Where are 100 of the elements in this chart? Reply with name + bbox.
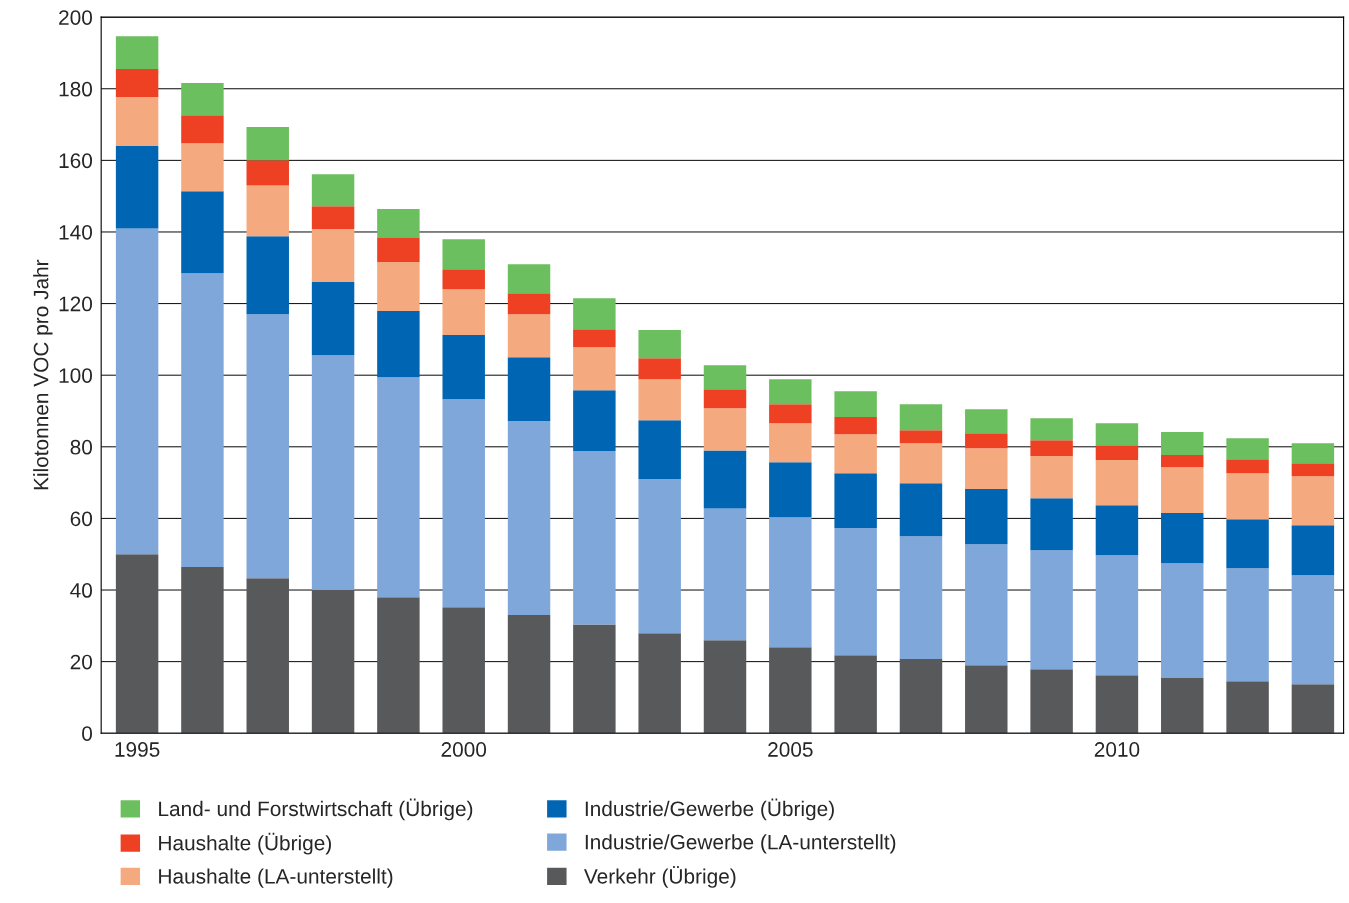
bar: [1095, 555, 1139, 676]
bar: [507, 264, 551, 294]
bar: [899, 404, 943, 431]
legend-label: Haushalte (Übrige): [159, 832, 331, 855]
bar: [507, 421, 551, 616]
bar: [115, 36, 159, 70]
bar: [834, 655, 877, 734]
bar: [1030, 440, 1073, 457]
bar: [181, 191, 224, 274]
bar: [442, 607, 485, 734]
bar: [377, 209, 420, 239]
bar: [899, 430, 943, 444]
bar: [703, 640, 747, 734]
bar: [573, 624, 616, 734]
y-tick-label: 120: [59, 296, 93, 312]
bar: [638, 379, 681, 421]
bar: [115, 69, 159, 97]
bar: [1226, 681, 1269, 734]
bar: [246, 185, 289, 237]
bar: [1030, 550, 1073, 670]
bar: [573, 298, 616, 330]
bar: [377, 262, 420, 312]
bar: [638, 420, 681, 480]
bar: [834, 473, 877, 529]
bar: [246, 578, 289, 734]
bar: [1161, 467, 1204, 514]
bar: [1030, 456, 1073, 499]
bar: [311, 355, 355, 591]
bar: [573, 390, 616, 452]
bar: [1291, 684, 1335, 734]
bar: [965, 433, 1008, 449]
legend-label: Land- und Forstwirtschaft (Übrige): [159, 798, 473, 821]
bar: [1161, 432, 1204, 456]
bar: [703, 408, 747, 451]
bar: [1095, 460, 1139, 506]
bar: [377, 238, 420, 263]
bar: [1095, 675, 1139, 734]
bar: [1291, 443, 1335, 464]
bar: [899, 659, 943, 734]
bar: [638, 330, 681, 359]
bar: [1226, 519, 1269, 569]
y-tick-label: 60: [70, 511, 93, 527]
bar: [1226, 459, 1269, 474]
bar: [965, 448, 1008, 490]
bar: [507, 293, 551, 315]
bar: [703, 365, 747, 390]
bar: [246, 236, 289, 315]
bar: [573, 329, 616, 348]
y-axis-title: Kilotonnen VOC pro Jahr: [33, 259, 53, 490]
y-tick-label: 100: [59, 368, 93, 383]
bar: [1161, 563, 1204, 679]
bar: [246, 314, 289, 579]
bar: [507, 314, 551, 358]
bar: [311, 590, 355, 734]
bar: [442, 269, 485, 290]
y-tick-label: 140: [59, 224, 93, 240]
bar: [769, 423, 812, 463]
legend-label: Verkehr (Übrige): [584, 866, 736, 888]
bar: [311, 282, 355, 356]
bar: [246, 160, 289, 186]
y-tick-label: 160: [59, 153, 93, 169]
bar: [181, 83, 224, 116]
bar: [965, 409, 1008, 434]
bar: [769, 462, 812, 518]
bar: [965, 665, 1008, 734]
bar: [769, 379, 812, 405]
y-tick-label: 180: [59, 81, 93, 97]
bar: [703, 389, 747, 409]
bar: [1161, 513, 1204, 564]
x-tick-label: 2005: [768, 742, 813, 757]
bar: [377, 377, 420, 598]
y-tick-label: 0: [82, 726, 93, 741]
bar: [1030, 418, 1073, 441]
bar: [442, 399, 485, 608]
bar: [1161, 678, 1204, 734]
bar: [377, 311, 420, 378]
bar: [769, 404, 812, 424]
bar: [703, 508, 747, 641]
bar: [181, 273, 224, 568]
bar: [1161, 455, 1204, 468]
legend-label: Haushalte (LA-unterstellt): [159, 868, 393, 888]
bar: [769, 647, 812, 734]
bar: [638, 479, 681, 634]
bar: [377, 597, 420, 734]
bar: [1291, 463, 1335, 477]
bar: [181, 143, 224, 192]
bar: [834, 391, 877, 418]
bar: [1030, 669, 1073, 734]
legend-label: Industrie/Gewerbe (LA-unterstellt): [585, 834, 896, 854]
bar: [507, 615, 551, 734]
bar: [965, 489, 1008, 545]
bar: [181, 567, 224, 734]
bar: [115, 146, 159, 229]
bar: [573, 451, 616, 625]
x-tick-label: 2010: [1094, 742, 1140, 757]
bar: [442, 335, 485, 400]
legend-label: Industrie/Gewerbe (Übrige): [585, 798, 834, 821]
bar: [638, 633, 681, 734]
bar: [442, 239, 485, 270]
bar: [1095, 505, 1139, 556]
